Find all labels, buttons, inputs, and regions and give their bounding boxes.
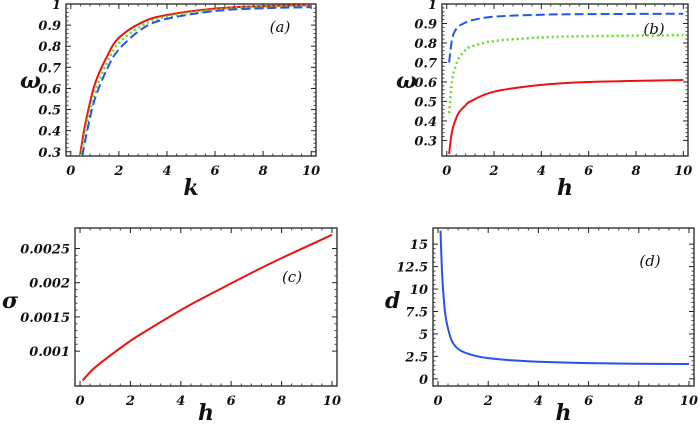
y-tick-label: 0 bbox=[419, 373, 428, 388]
y-tick-label: 1 bbox=[52, 0, 61, 13]
x-tick-label: 6 bbox=[584, 394, 593, 409]
y-tick-label: 0.9 bbox=[414, 17, 437, 32]
panel-label: (b) bbox=[643, 20, 664, 38]
y-tick-label: 12.5 bbox=[396, 261, 428, 276]
panel-c: 0 2 4 6 8 10 0.001 0.0015 0.002 0.0025 h σ (c) bbox=[2, 227, 341, 426]
series-line-dashed-2 bbox=[81, 6, 312, 156]
y-tick-label: 0.002 bbox=[29, 277, 70, 292]
x-tick-label: 4 bbox=[537, 164, 546, 179]
panel-a: 0 2 4 6 8 10 0.3 0.4 0.5 0.6 0.7 0.8 0.9 1 k ω (a) bbox=[20, 0, 320, 201]
x-tick-label: 2 bbox=[483, 394, 493, 409]
y-axis-label: ω bbox=[20, 68, 41, 94]
y-tick-label: 0.5 bbox=[414, 95, 437, 110]
panel-b: 0 2 4 6 8 10 0.3 0.4 0.5 0.6 0.7 0.8 0.9 1 h ω (b) bbox=[396, 0, 692, 201]
y-tick-label: 2.5 bbox=[404, 350, 428, 365]
x-tick-label: 10 bbox=[680, 394, 698, 409]
series-line-solid-0 bbox=[439, 230, 689, 366]
y-axis-label: d bbox=[385, 288, 400, 314]
panel-label: (c) bbox=[282, 268, 302, 286]
y-tick-label: 0.6 bbox=[38, 82, 61, 97]
y-tick-label: 15 bbox=[410, 238, 428, 253]
y-tick-label: 0.7 bbox=[38, 61, 61, 76]
x-tick-label: 2 bbox=[125, 394, 135, 409]
y-tick-label: 7.5 bbox=[405, 305, 428, 320]
plot-frame bbox=[74, 227, 338, 387]
y-tick-label: 0.0025 bbox=[20, 243, 70, 258]
y-tick-label: 0.8 bbox=[414, 37, 437, 52]
x-tick-label: 10 bbox=[674, 164, 692, 179]
x-tick-label: 0 bbox=[76, 394, 85, 409]
x-tick-label: 10 bbox=[302, 164, 320, 179]
y-tick-label: 0.3 bbox=[38, 146, 61, 161]
x-tick-label: 0 bbox=[442, 164, 451, 179]
panel-label: (d) bbox=[639, 252, 660, 270]
y-axis-label: ω bbox=[396, 68, 417, 94]
x-tick-label: 2 bbox=[113, 164, 123, 179]
series-line-solid-0 bbox=[78, 4, 312, 156]
x-tick-label: 8 bbox=[634, 394, 643, 409]
y-tick-label: 0.4 bbox=[414, 115, 437, 130]
x-tick-label: 8 bbox=[631, 164, 640, 179]
y-tick-label: 0.001 bbox=[29, 345, 70, 360]
x-axis-label: k bbox=[183, 175, 198, 201]
plot-frame bbox=[441, 3, 689, 157]
x-tick-label: 4 bbox=[534, 394, 543, 409]
x-tick-label: 8 bbox=[259, 164, 268, 179]
x-tick-label: 6 bbox=[584, 164, 593, 179]
y-tick-label: 0.5 bbox=[38, 104, 61, 119]
y-tick-label: 0.9 bbox=[38, 19, 61, 34]
x-axis-label: h bbox=[557, 175, 573, 201]
x-tick-label: 6 bbox=[211, 164, 220, 179]
y-axis-label: σ bbox=[2, 288, 19, 314]
series-line-solid-2 bbox=[448, 79, 684, 155]
x-tick-label: 10 bbox=[323, 394, 341, 409]
series-line-solid-0 bbox=[81, 233, 333, 382]
y-tick-label: 0.7 bbox=[414, 56, 437, 71]
y-tick-label: 1 bbox=[428, 0, 437, 13]
y-tick-label: 0.8 bbox=[38, 40, 61, 55]
x-axis-label: h bbox=[556, 400, 572, 426]
x-tick-label: 6 bbox=[227, 394, 236, 409]
x-axis-label: h bbox=[198, 400, 214, 426]
y-tick-label: 0.6 bbox=[414, 76, 437, 91]
y-tick-label: 0.3 bbox=[414, 134, 437, 149]
y-tick-label: 10 bbox=[410, 283, 428, 298]
x-tick-label: 4 bbox=[162, 164, 171, 179]
x-tick-label: 2 bbox=[489, 164, 499, 179]
x-tick-label: 8 bbox=[277, 394, 286, 409]
x-tick-label: 0 bbox=[66, 164, 75, 179]
series-line-dotted-1 bbox=[79, 4, 312, 156]
x-tick-label: 0 bbox=[433, 394, 442, 409]
y-tick-label: 0.0015 bbox=[20, 311, 70, 326]
x-tick-label: 4 bbox=[176, 394, 185, 409]
panel-label: (a) bbox=[270, 18, 291, 36]
series-line-dotted-1 bbox=[447, 33, 684, 114]
panel-d: 0 2 4 6 8 10 0 2.5 5 7.5 10 12.5 15 h d (d) bbox=[385, 227, 698, 426]
y-tick-label: 5 bbox=[419, 328, 428, 343]
y-tick-label: 0.4 bbox=[38, 125, 61, 140]
